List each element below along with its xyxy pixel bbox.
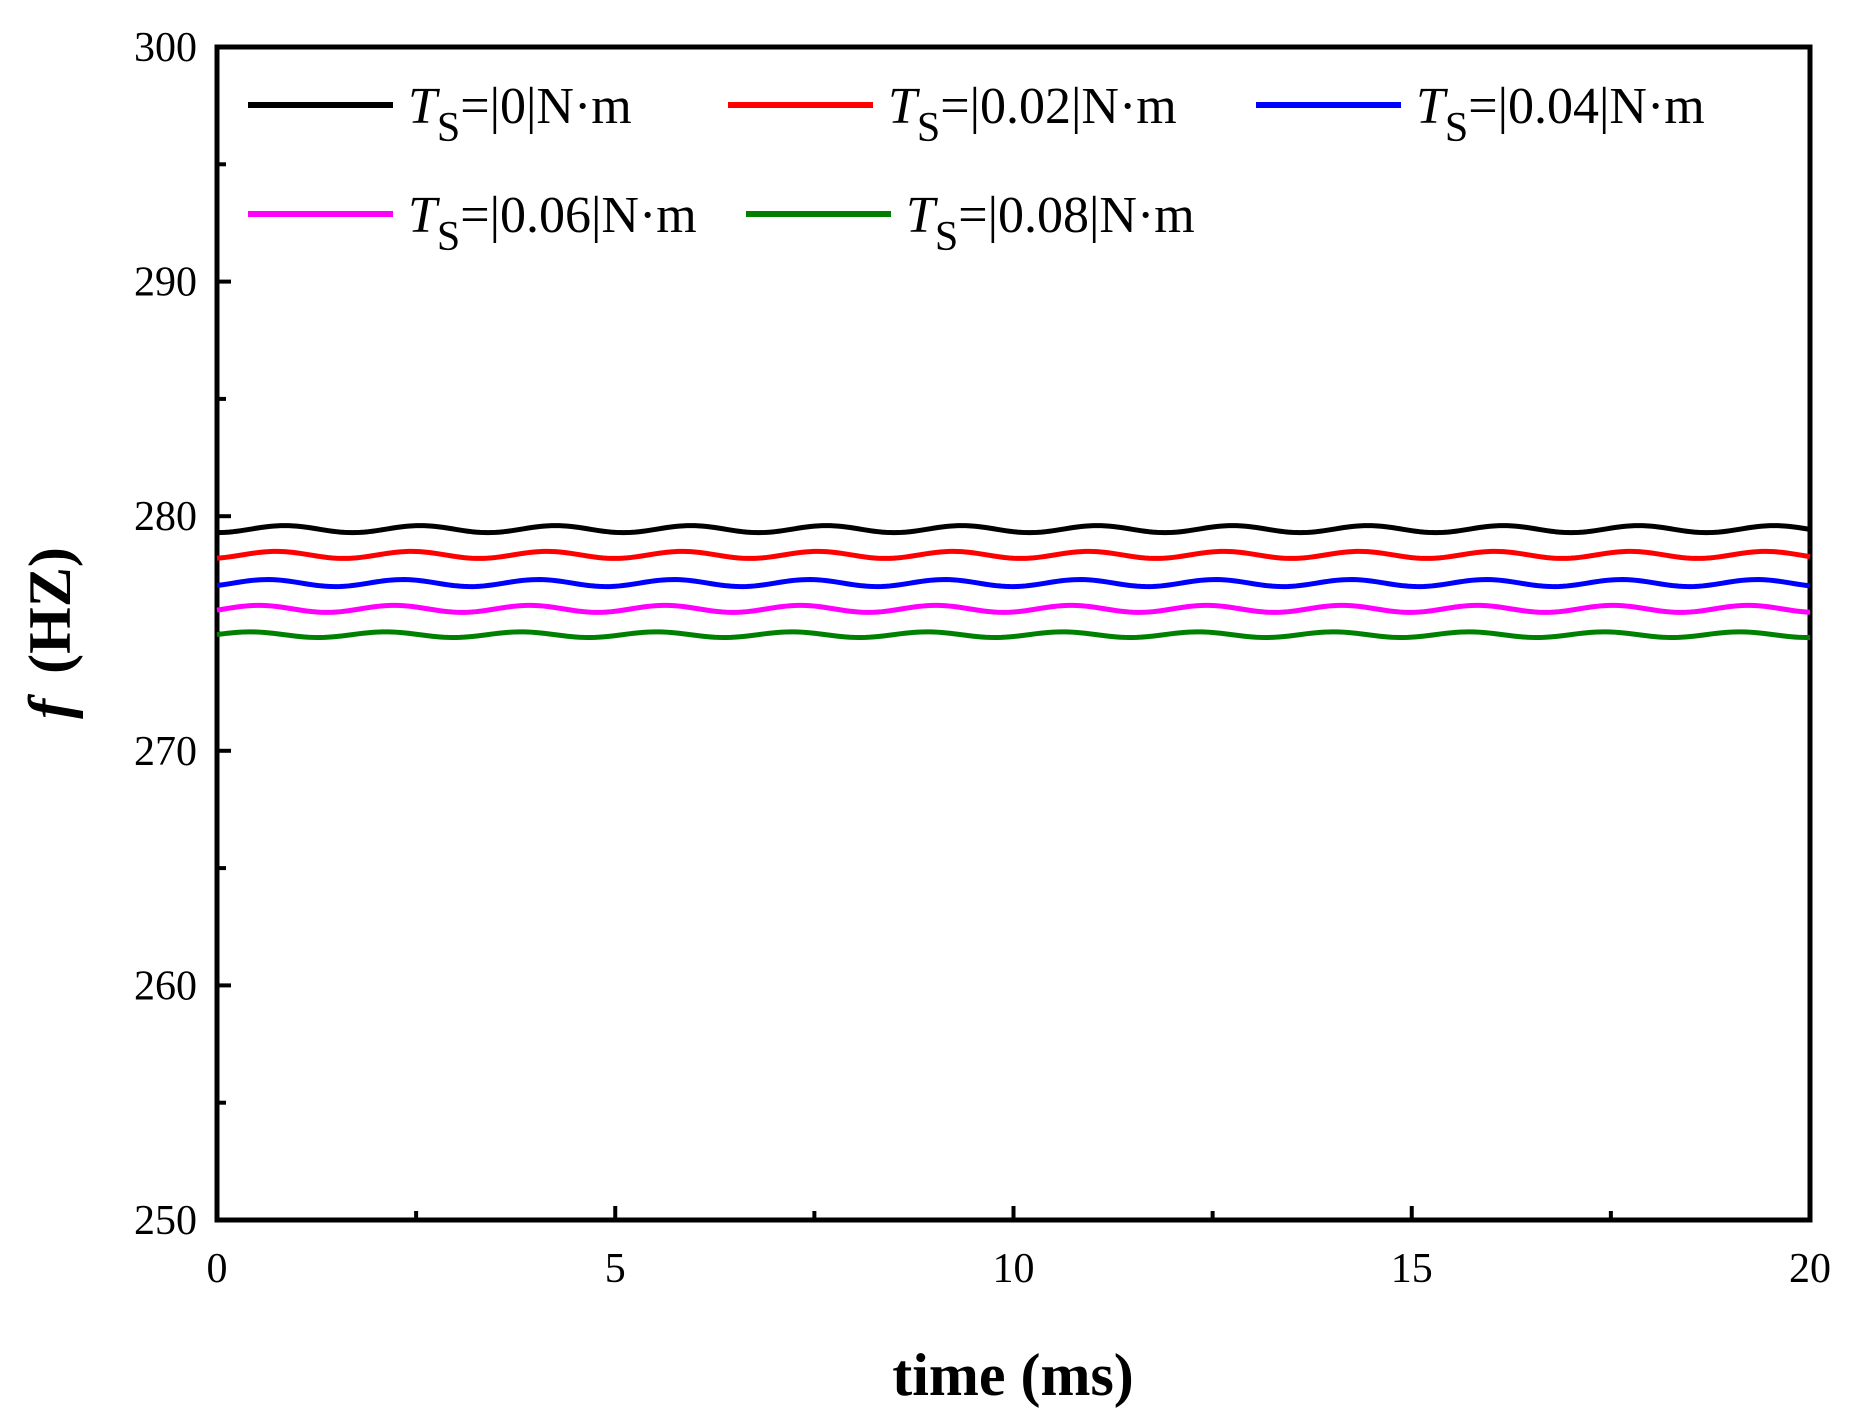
legend-label: TS=|0.08|N·m (906, 187, 1195, 260)
x-tick-label: 15 (1391, 1246, 1433, 1292)
x-tick-label: 10 (993, 1246, 1035, 1292)
y-tick-label: 250 (134, 1198, 197, 1244)
x-tick-label: 0 (207, 1246, 228, 1292)
series-line-1 (216, 548, 1811, 561)
y-tick-label: 290 (134, 260, 197, 306)
y-axis-variable: f (17, 694, 83, 719)
y-tick-label: 260 (134, 963, 197, 1009)
axis-ticks: 0 5 10 15 20 250 260 270 280 290 300 (134, 25, 1831, 1292)
series-line-2 (216, 577, 1811, 590)
legend-label: TS=|0.06|N·m (408, 187, 697, 260)
y-tick-label: 280 (134, 494, 197, 540)
x-axis-title: time (ms) (892, 1342, 1134, 1408)
legend: TS=|0|N·m TS=|0.02|N·m TS=|0.04|N·m TS=|0.0… (248, 78, 1705, 260)
y-tick-label: 270 (134, 729, 197, 775)
y-axis-unit: (HZ) (17, 547, 83, 674)
y-axis-title: f (HZ) (17, 547, 83, 719)
x-tick-label: 5 (605, 1246, 626, 1292)
legend-label: TS=|0.02|N·m (888, 78, 1177, 151)
series-line-3 (216, 602, 1811, 615)
y-tick-label: 300 (134, 25, 197, 71)
x-tick-label: 20 (1789, 1246, 1831, 1292)
series-line-0 (216, 523, 1811, 536)
legend-label: TS=|0.04|N·m (1416, 78, 1705, 151)
series-lines (216, 523, 1811, 640)
series-line-4 (216, 629, 1811, 640)
legend-label: TS=|0|N·m (408, 78, 632, 151)
svg-text:f (HZ): f (HZ) (17, 547, 83, 719)
